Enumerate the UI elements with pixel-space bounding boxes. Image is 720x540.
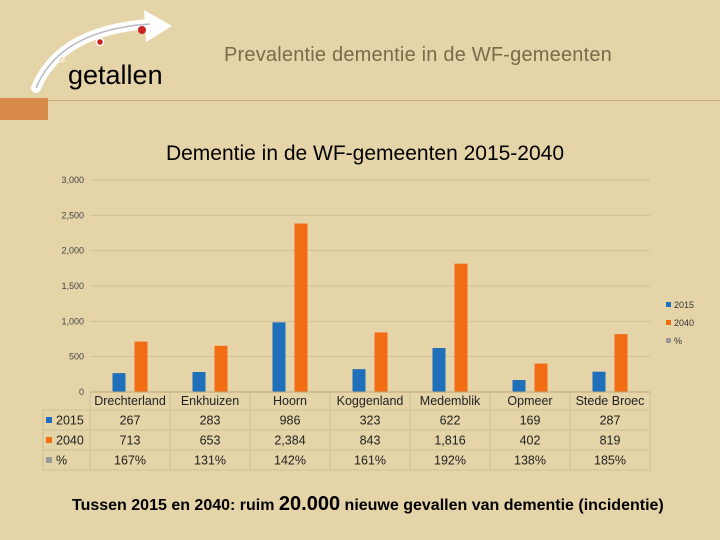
bar-2015-hoorn (272, 322, 286, 392)
category-label: Opmeer (507, 394, 552, 408)
table-series-name: % (56, 454, 67, 468)
category-label: Koggenland (337, 394, 404, 408)
table-cell-value: 622 (440, 414, 461, 428)
table-cell-value: 819 (600, 434, 621, 448)
logo-dot-icon (138, 26, 146, 34)
bar-2015-opmeer (512, 380, 526, 392)
y-tick-label: 2,500 (61, 210, 84, 220)
category-label: Medemblik (420, 394, 481, 408)
bar-2040-enkhuizen (214, 345, 228, 392)
y-tick-label: 1,000 (61, 316, 84, 326)
table-cell-value: 323 (360, 414, 381, 428)
table-cell-value: 653 (200, 434, 221, 448)
bar-2040-koggenland (374, 332, 388, 392)
category-label: Enkhuizen (181, 394, 239, 408)
legend-key (666, 320, 671, 325)
legend-key (666, 302, 671, 307)
bar-2040-drechterland (134, 341, 148, 392)
footnote-text: Tussen 2015 en 2040: ruim (72, 497, 279, 514)
bar-2040-stede-broec (614, 334, 628, 392)
footnote: Tussen 2015 en 2040: ruim 20.000 nieuwe … (72, 494, 692, 516)
header-accent-block (0, 98, 48, 120)
table-cell-value: 267 (120, 414, 141, 428)
table-cell-value: 843 (360, 434, 381, 448)
category-label: Stede Broec (576, 394, 645, 408)
arrow-head-icon (144, 10, 172, 42)
table-legend-key (46, 417, 52, 423)
table-legend-key (46, 457, 52, 463)
table-cell-value: 185% (594, 454, 626, 468)
logo-text: getallen (68, 60, 163, 90)
legend-label: 2015 (674, 300, 694, 310)
slide-title: Prevalentie dementie in de WF-gemeenten (224, 44, 613, 66)
table-cell-value: 986 (280, 414, 301, 428)
table-cell-value: 287 (600, 414, 621, 428)
bar-2015-stede-broec (592, 371, 606, 392)
bar-2015-koggenland (352, 369, 366, 392)
table-cell-value: 2,384 (274, 434, 305, 448)
y-tick-label: 0 (79, 387, 84, 397)
bar-2040-hoorn (294, 223, 308, 392)
logo-arrow-outline (35, 23, 151, 89)
logo-dot-icon (59, 57, 65, 63)
table-cell-value: 169 (520, 414, 541, 428)
footnote-highlight: 20.000 (278, 493, 341, 515)
bar-2015-drechterland (112, 373, 126, 392)
chart: 0 500 1,000 1,500 2,000 2,500 3,000 Drechterlan… (42, 175, 694, 471)
y-tick-label: 1,500 (61, 281, 84, 291)
y-tick-label: 2,000 (61, 246, 84, 256)
footnote-text-end: nieuwe gevallen van dementie (incidentie… (340, 497, 664, 514)
table-series-name: 2015 (56, 414, 84, 428)
header-divider (0, 100, 720, 101)
logo-graphic (31, 10, 172, 93)
legend-key (666, 338, 671, 343)
table-cell-value: 713 (120, 434, 141, 448)
chart-title: Dementie in de WF-gemeenten 2015-2040 (165, 142, 565, 165)
bar-2040-medemblik (454, 263, 468, 392)
table-cell-value: 142% (274, 454, 306, 468)
table-cell-value: 167% (114, 454, 146, 468)
table-series-name: 2040 (56, 434, 84, 448)
logo-dot-icon (95, 37, 105, 47)
table-cell-value: 161% (354, 454, 386, 468)
table-cell-value: 283 (200, 414, 221, 428)
table-cell-value: 138% (514, 454, 546, 468)
table-cell-value: 192% (434, 454, 466, 468)
table-cell-value: 1,816 (434, 434, 465, 448)
category-label: Drechterland (94, 394, 166, 408)
bar-2040-opmeer (534, 363, 548, 392)
bar-2015-medemblik (432, 348, 446, 392)
table-cell-value: 402 (520, 434, 541, 448)
y-tick-label: 500 (69, 352, 84, 362)
bar-2015-enkhuizen (192, 372, 206, 392)
y-tick-label: 3,000 (61, 175, 84, 185)
table-legend-key (46, 437, 52, 443)
legend-label: % (674, 336, 682, 346)
legend-label: 2040 (674, 318, 694, 328)
category-label: Hoorn (273, 394, 307, 408)
table-cell-value: 131% (194, 454, 226, 468)
